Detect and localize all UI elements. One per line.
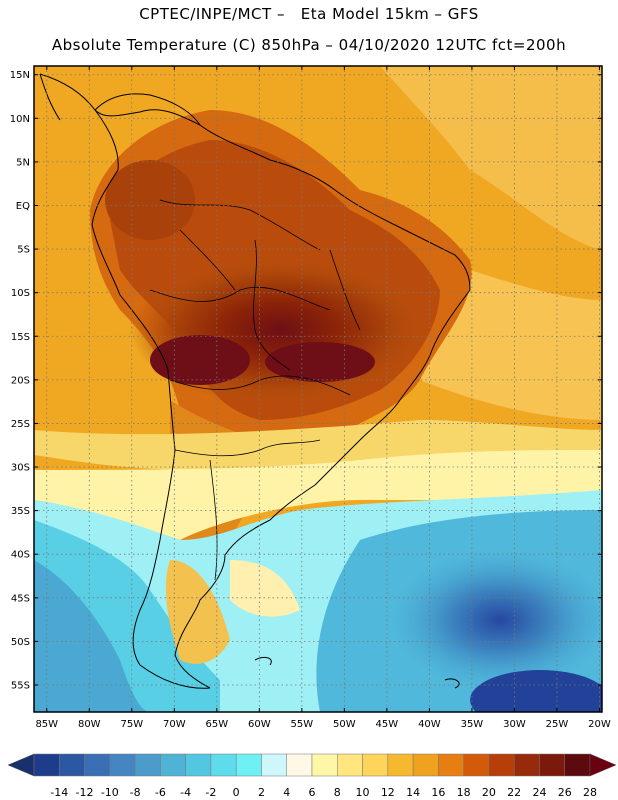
colorbar-label: 2 — [258, 786, 265, 799]
colorbar-label: 28 — [583, 786, 597, 799]
lat-label: 50S — [11, 637, 30, 648]
colorbar-swatch — [286, 753, 313, 777]
colorbar-label: -12 — [76, 786, 94, 799]
colorbar-label: -6 — [155, 786, 166, 799]
lat-label: EQ — [16, 201, 30, 212]
lon-label: 20W — [588, 719, 611, 730]
colorbar-swatch — [134, 753, 161, 777]
colorbar-over-triangle — [589, 753, 617, 777]
colorbar-swatch — [33, 753, 60, 777]
lat-label: 45S — [11, 593, 30, 604]
colorbar-label: 20 — [482, 786, 496, 799]
colorbar-swatch — [463, 753, 490, 777]
colorbar-label: 6 — [309, 786, 316, 799]
lon-label: 25W — [546, 719, 569, 730]
colorbar-swatch — [210, 753, 237, 777]
colorbar-label: 18 — [457, 786, 471, 799]
colorbar-swatch — [261, 753, 287, 777]
lon-label: 50W — [333, 719, 356, 730]
lat-label: 40S — [11, 550, 30, 561]
colorbar-label: 12 — [381, 786, 395, 799]
colorbar-swatch — [387, 753, 414, 777]
colorbar-label: -2 — [205, 786, 216, 799]
lat-label: 35S — [11, 506, 30, 517]
colorbar-label: 8 — [334, 786, 341, 799]
lat-label: 25S — [11, 419, 30, 430]
map-title-line2: Absolute Temperature (C) 850hPa – 04/10/… — [51, 36, 567, 54]
colorbar-swatch — [337, 753, 363, 777]
lon-label: 35W — [461, 719, 484, 730]
colorbar-label: -10 — [101, 786, 119, 799]
colorbar-label: 16 — [431, 786, 445, 799]
colorbar-label: 10 — [356, 786, 370, 799]
colorbar-swatch — [160, 753, 186, 777]
lon-label: 80W — [78, 719, 101, 730]
colorbar-swatch — [311, 753, 338, 777]
lat-label: 10S — [11, 288, 30, 299]
axis-ticks: 15N 10N 5N EQ 5S 10S 15S 20S 25S 30S 35S 40S 45S 50S 5… — [10, 66, 611, 730]
map-title-line1: CPTEC/INPE/MCT – Eta Model 15km – GFS — [139, 5, 479, 23]
lat-label: 15S — [11, 332, 30, 343]
colorbar: -14 -12 -10 -8 -6 -4 -2 0 2 4 6 8 10 12 14 16 18 20 22 24 26… — [7, 753, 617, 799]
colorbar-swatch — [185, 753, 212, 777]
colorbar-label: 24 — [532, 786, 546, 799]
lon-label: 55W — [291, 719, 314, 730]
colorbar-label: -4 — [180, 786, 191, 799]
lon-label: 60W — [248, 719, 271, 730]
lat-label: 5S — [17, 245, 30, 256]
coastlines — [39, 73, 471, 689]
colorbar-swatch — [488, 753, 515, 777]
colorbar-label: -8 — [130, 786, 141, 799]
lon-label: 45W — [376, 719, 399, 730]
colorbar-swatch — [513, 753, 540, 777]
lon-label: 65W — [206, 719, 229, 730]
lat-label: 5N — [16, 157, 30, 168]
lat-label: 30S — [11, 463, 30, 474]
colorbar-swatch — [539, 753, 565, 777]
lon-label: 75W — [120, 719, 143, 730]
temperature-field — [34, 66, 602, 712]
colorbar-swatch — [564, 753, 591, 777]
colorbar-label: 14 — [406, 786, 420, 799]
colorbar-label: 4 — [283, 786, 290, 799]
colorbar-label: -14 — [50, 786, 68, 799]
colorbar-label: 22 — [507, 786, 521, 799]
lat-label: 15N — [10, 70, 30, 81]
lon-label: 70W — [163, 719, 186, 730]
lon-label: 40W — [418, 719, 441, 730]
colorbar-swatch — [412, 753, 439, 777]
colorbar-swatch — [438, 753, 464, 777]
colorbar-swatch — [235, 753, 262, 777]
colorbar-swatch — [109, 753, 136, 777]
lon-label: 85W — [35, 719, 58, 730]
map-frame — [33, 65, 603, 713]
lat-label: 55S — [11, 680, 30, 691]
graticule — [34, 66, 602, 712]
lat-label: 20S — [11, 375, 30, 386]
colorbar-under-triangle — [7, 753, 35, 777]
colorbar-swatch — [59, 753, 85, 777]
lon-label: 30W — [503, 719, 526, 730]
colorbar-label: 0 — [233, 786, 240, 799]
lat-label: 10N — [10, 114, 30, 125]
colorbar-label: 26 — [558, 786, 572, 799]
colorbar-swatch — [84, 753, 111, 777]
colorbar-swatch — [362, 753, 389, 777]
